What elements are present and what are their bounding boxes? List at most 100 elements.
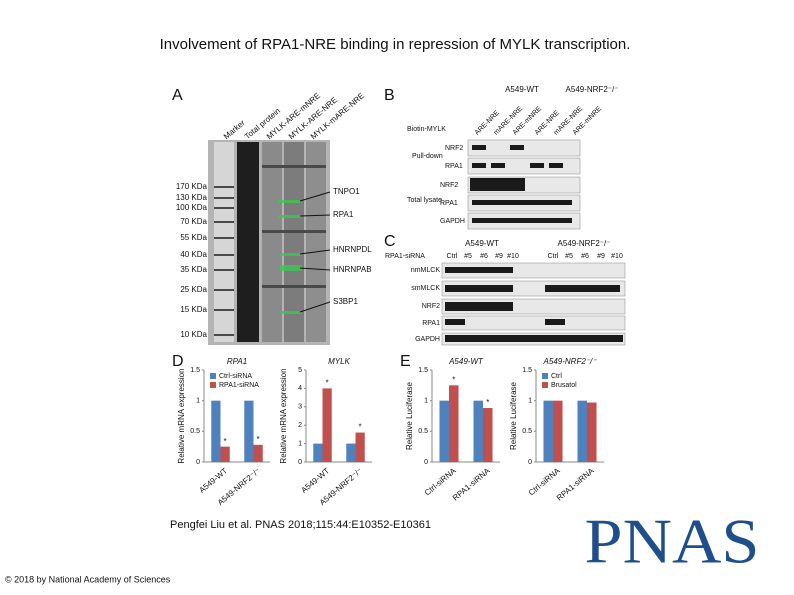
- protein-label: HNRNPAB: [333, 265, 372, 274]
- significance: *: [452, 375, 455, 384]
- bar: [439, 400, 449, 462]
- bar: [577, 400, 587, 462]
- bar: [253, 444, 263, 462]
- significance: *: [486, 398, 489, 407]
- y-tick-label: 0: [196, 459, 200, 466]
- row-label: GAPDH: [415, 336, 440, 343]
- y-tick-label: 3: [298, 404, 302, 411]
- bar: [313, 443, 323, 462]
- row-label: NRF2: [440, 182, 458, 189]
- marker-label: 25 KDa: [180, 285, 207, 294]
- group-label: A549-NRF2⁻/⁻: [558, 239, 611, 248]
- significance: *: [359, 423, 362, 432]
- row-label: GAPDH: [440, 218, 465, 225]
- bar: [449, 385, 459, 462]
- protein-label: S3BP1: [333, 297, 358, 306]
- row-label: smMLCK: [411, 285, 440, 292]
- citation: Pengfei Liu et al. PNAS 2018;115:44:E103…: [170, 519, 431, 531]
- lane-label: #6: [480, 253, 488, 260]
- lane-label: #9: [495, 253, 503, 260]
- group-label: A549-WT: [505, 85, 539, 94]
- bar: [553, 400, 563, 462]
- marker-label: 35 KDa: [180, 265, 207, 274]
- probe-label: Biotin-MYLK: [407, 126, 446, 133]
- bar: [211, 400, 221, 462]
- lane-label: #5: [464, 253, 472, 260]
- bar: [483, 408, 493, 462]
- bar: [322, 388, 332, 462]
- title: Involvement of RPA1-NRE binding in repre…: [160, 36, 631, 53]
- group-label: A549-WT: [465, 239, 499, 248]
- marker-label: 130 KDa: [176, 193, 208, 202]
- bar: [346, 443, 356, 462]
- legend-swatch: [542, 382, 548, 388]
- y-tick-label: 0.5: [418, 428, 428, 435]
- marker-label: 170 KDa: [176, 182, 208, 191]
- row-label: RPA1: [440, 200, 458, 207]
- legend-label: Brusatol: [551, 382, 577, 389]
- legend-label: Ctrl-siRNA: [219, 373, 252, 380]
- y-tick-label: 1.5: [190, 367, 200, 374]
- lane-label: #9: [597, 253, 605, 260]
- marker-label: 100 KDa: [176, 203, 208, 212]
- chart-title: A549-WT: [448, 357, 484, 366]
- y-tick-label: 5: [298, 367, 302, 374]
- marker-label: 40 KDa: [180, 250, 207, 259]
- significance: *: [224, 437, 227, 446]
- chart-title: RPA1: [227, 357, 247, 366]
- y-tick-label: 1: [528, 398, 532, 405]
- gel: [208, 140, 331, 345]
- y-tick-label: 1.5: [418, 367, 428, 374]
- y-tick-label: 0: [528, 459, 532, 466]
- section-label: Total lysate: [407, 197, 442, 204]
- group-label: A549-NRF2⁻/⁻: [566, 85, 619, 94]
- y-tick-label: 2: [298, 422, 302, 429]
- marker-label: 15 KDa: [180, 305, 207, 314]
- protein-label: RPA1: [333, 210, 354, 219]
- bar: [587, 402, 597, 462]
- chart-title: A549-NRF2⁻/⁻: [543, 357, 598, 366]
- lane-label: #5: [565, 253, 573, 260]
- y-tick-label: 1: [298, 440, 302, 447]
- chart-title: MYLK: [328, 357, 350, 366]
- panel-label: D: [172, 353, 184, 370]
- y-tick-label: 0.5: [522, 428, 532, 435]
- bar: [543, 400, 553, 462]
- lane-label: Ctrl: [447, 253, 458, 260]
- legend-swatch: [210, 373, 216, 379]
- significance: *: [257, 435, 260, 444]
- row-label: NRF2: [422, 303, 440, 310]
- marker-label: 55 KDa: [180, 233, 207, 242]
- lane-label: #10: [611, 253, 623, 260]
- row-label: RPA1: [422, 320, 440, 327]
- lane-label: #10: [507, 253, 519, 260]
- y-axis-label: Relative mRNA expression: [279, 368, 288, 463]
- logo: PNAS: [585, 506, 760, 577]
- bar: [355, 432, 365, 462]
- copyright: © 2018 by National Academy of Sciences: [5, 574, 171, 584]
- legend-label: Ctrl: [551, 373, 562, 380]
- y-tick-label: 1.5: [522, 367, 532, 374]
- y-tick-label: 0: [298, 459, 302, 466]
- lane-label: Ctrl: [548, 253, 559, 260]
- row-label: RPA1: [445, 163, 463, 170]
- y-tick-label: 4: [298, 385, 302, 392]
- legend-swatch: [542, 373, 548, 379]
- bar: [473, 400, 483, 462]
- y-tick-label: 1: [196, 398, 200, 405]
- bar: [220, 446, 230, 462]
- y-tick-label: 1: [424, 398, 428, 405]
- significance: *: [326, 379, 329, 388]
- protein-label: TNPO1: [333, 187, 360, 196]
- y-tick-label: 0: [424, 459, 428, 466]
- row-header: RPA1-siRNA: [385, 253, 425, 260]
- panel-label: B: [384, 87, 395, 104]
- lane-label: #6: [581, 253, 589, 260]
- section-label: Pull-down: [412, 153, 443, 160]
- legend-label: RPA1-siRNA: [219, 382, 259, 389]
- row-label: nmMLCK: [411, 267, 441, 274]
- legend-swatch: [210, 382, 216, 388]
- protein-label: HNRNPDL: [333, 245, 372, 254]
